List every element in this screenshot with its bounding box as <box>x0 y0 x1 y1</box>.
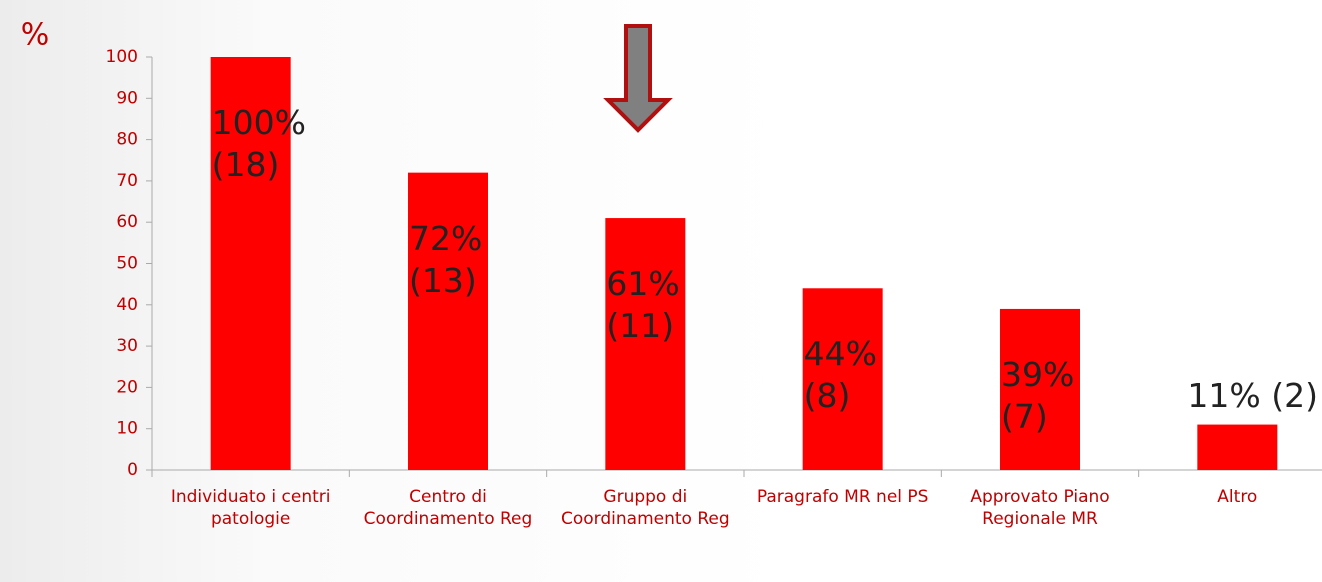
arrow <box>603 24 673 133</box>
x-tick-label: Centro di Coordinamento Reg <box>363 487 533 529</box>
value-label: 72% (13) <box>409 218 483 300</box>
value-label: 100% (18) <box>211 103 306 184</box>
x-tick-label: Paragrafo MR nel PS <box>756 487 929 507</box>
y-tick-label: 90 <box>116 88 138 108</box>
value-label: 39% (7) <box>1001 354 1075 436</box>
value-label: 61% (11) <box>606 264 680 346</box>
bar <box>1000 308 1080 470</box>
bar <box>605 218 686 470</box>
bar <box>408 172 488 470</box>
value-label: 11% (2) <box>1187 375 1318 415</box>
chart-title: % <box>21 18 50 53</box>
y-tick-label: 30 <box>116 336 138 356</box>
x-tick-label: Altro <box>1217 487 1258 507</box>
y-tick-label: 80 <box>116 130 138 150</box>
bar <box>210 57 291 470</box>
x-tick-label: Gruppo di Coordinamento Reg <box>561 487 730 529</box>
y-tick-label: 20 <box>116 377 138 397</box>
y-tick-label: 70 <box>116 171 138 191</box>
y-tick-label: 100 <box>106 47 138 67</box>
y-tick-label: 10 <box>116 419 138 439</box>
y-tick-label: 60 <box>116 212 138 232</box>
bar <box>802 288 883 470</box>
y-tick-label: 50 <box>116 254 138 274</box>
value-label: 44% (8) <box>803 334 878 416</box>
x-tick-label: Individuato i centri patologie <box>170 487 331 529</box>
y-tick-label: 0 <box>127 460 138 480</box>
y-tick-label: 40 <box>116 295 138 315</box>
x-tick-label: Approvato Piano Regionale MR <box>970 487 1110 529</box>
bar <box>1197 424 1278 470</box>
